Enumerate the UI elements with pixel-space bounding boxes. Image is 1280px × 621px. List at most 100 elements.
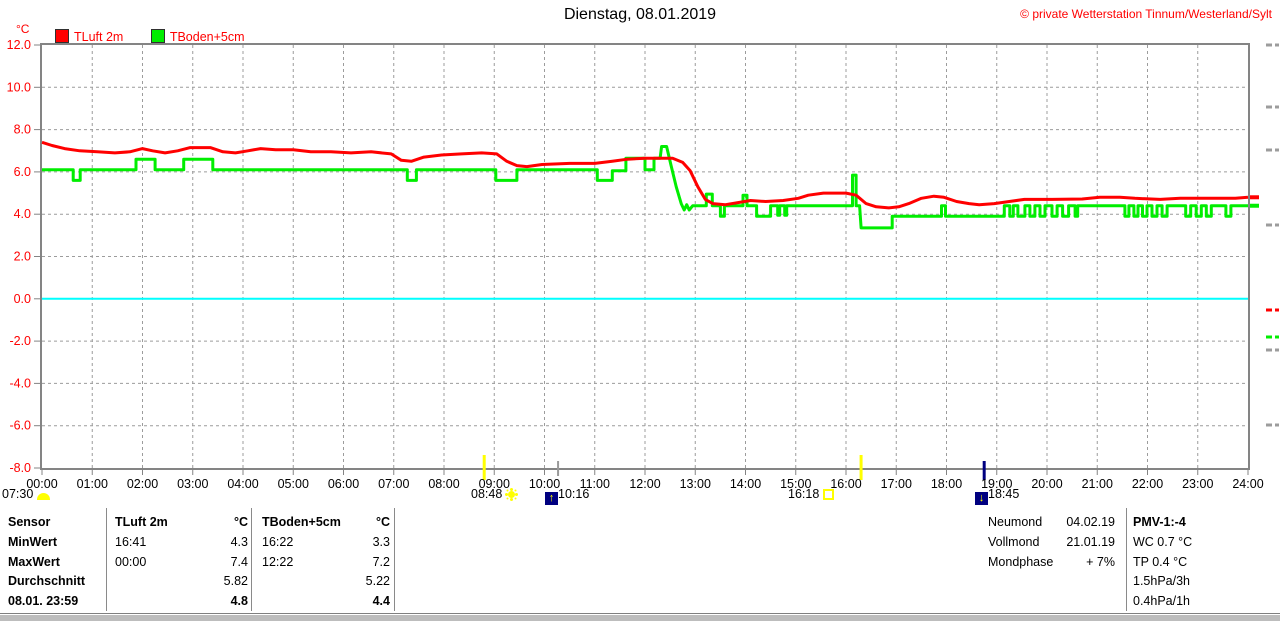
stats-row-label: Durchschnitt	[8, 574, 86, 588]
x-tick-label: 04:00	[227, 477, 258, 491]
mondphase-label: Mondphase	[988, 555, 1054, 569]
tboden-min-time: 16:22	[262, 535, 294, 549]
x-tick-label: 06:00	[328, 477, 359, 491]
y-tick-label: -8.0	[9, 461, 31, 475]
vollmond-label: Vollmond	[988, 535, 1040, 549]
dewpoint-value: TP 0.4 °C	[1133, 555, 1188, 569]
moonrise-time: 10:16	[558, 487, 590, 501]
vollmond-date: 21.01.19	[1066, 535, 1115, 549]
x-tick-label: 08:00	[428, 477, 459, 491]
pressure-trend-1h: 0.4hPa/1h	[1133, 594, 1190, 608]
moonset-icon: ↓	[975, 492, 988, 505]
tboden-legend-label: TBoden+5cm	[169, 30, 245, 44]
y-tick-label: 2.0	[14, 250, 31, 264]
moonrise-annotation: ↑ 10:16	[545, 487, 589, 505]
x-tick-label: 17:00	[881, 477, 912, 491]
x-tick-label: 00:00	[26, 477, 57, 491]
tboden-col-header: TBoden+5cm	[262, 515, 341, 529]
dawn-time: 07:30	[2, 487, 34, 501]
moonset-annotation: ↓ 18:45	[975, 487, 1019, 505]
tboden-max-value: 7.2	[372, 555, 390, 569]
stats-row-label: MaxWert	[8, 555, 60, 569]
x-tick-label: 15:00	[780, 477, 811, 491]
series-line-tboden+5cm	[42, 145, 1248, 230]
y-tick-label: 10.0	[7, 80, 31, 94]
temperature-chart: 12.0 10.0 8.0 6.0 4.0 2.0 0.0 -2.0 -4.0 -6.0 -8.0 0…	[7, 38, 1279, 491]
y-tick-label: 6.0	[14, 165, 31, 179]
x-tick-label: 09:00	[479, 477, 510, 491]
stats-row-label: MinWert	[8, 535, 58, 549]
dawn-annotation: 07:30	[2, 487, 51, 501]
x-tick-label: 24:00	[1232, 477, 1263, 491]
x-tick-label: 03:00	[177, 477, 208, 491]
tluft-max-value: 7.4	[230, 555, 248, 569]
divider	[1126, 508, 1127, 611]
windchill-value: WC 0.7 °C	[1133, 535, 1193, 549]
y-tick-label: -2.0	[9, 334, 31, 348]
sunset-time: 16:18	[788, 487, 820, 501]
dawn-icon	[37, 493, 51, 500]
moonrise-icon: ↑	[545, 492, 558, 505]
x-tick-label: 01:00	[77, 477, 108, 491]
sunset-annotation: 16:18	[788, 487, 835, 501]
x-tick-label: 05:00	[278, 477, 309, 491]
x-tick-label: 16:00	[830, 477, 861, 491]
legend: TLuft 2m TBoden+5cm	[55, 29, 269, 44]
tluft-max-time: 00:00	[115, 555, 147, 569]
x-tick-label: 20:00	[1031, 477, 1062, 491]
tboden-swatch-icon	[150, 29, 165, 43]
y-tick-label: 0.0	[14, 292, 31, 306]
sunrise-sun-icon	[505, 488, 518, 501]
mondphase-value: + 7%	[1086, 555, 1115, 569]
tluft-legend-label: TLuft 2m	[74, 30, 124, 44]
x-tick-label: 22:00	[1132, 477, 1163, 491]
series-line-tluft-2m	[41, 140, 1249, 210]
x-tick-label: 21:00	[1082, 477, 1113, 491]
tluft-avg-value: 5.82	[223, 574, 248, 588]
x-tick-label: 07:00	[378, 477, 409, 491]
x-tick-label: 14:00	[730, 477, 761, 491]
pressure-trend-3h: 1.5hPa/3h	[1133, 574, 1190, 588]
x-tick-label: 10:00	[529, 477, 560, 491]
tluft-col-header: TLuft 2m	[115, 515, 168, 529]
page-title: Dienstag, 08.01.2019	[563, 6, 717, 23]
x-tick-label: 23:00	[1182, 477, 1213, 491]
tboden-unit: °C	[375, 515, 390, 529]
sunrise-annotation: 08:48	[471, 487, 518, 501]
tluft-last-value: 4.8	[230, 594, 248, 608]
tluft-min-time: 16:41	[115, 535, 147, 549]
divider	[394, 508, 395, 611]
neumond-date: 04.02.19	[1066, 515, 1115, 529]
statistics-panel: Sensor MinWert MaxWert Durchschnitt 08.0…	[0, 505, 1280, 615]
y-tick-label: 12.0	[7, 38, 31, 52]
sunrise-time: 08:48	[471, 487, 503, 501]
divider	[251, 508, 252, 611]
moonset-time: 18:45	[988, 487, 1020, 501]
tluft-unit: °C	[233, 515, 248, 529]
y-axis-unit-label: °C	[16, 22, 30, 36]
tboden-last-value: 4.4	[372, 594, 390, 608]
stats-row-label: Sensor	[8, 515, 51, 529]
tboden-max-time: 12:22	[262, 555, 294, 569]
x-tick-label: 11:00	[580, 477, 610, 491]
y-tick-label: -6.0	[9, 419, 31, 433]
x-tick-label: 18:00	[931, 477, 962, 491]
tboden-min-value: 3.3	[372, 535, 390, 549]
legend-item-tboden: TBoden+5cm	[150, 29, 245, 44]
divider	[106, 508, 107, 611]
x-tick-label: 02:00	[127, 477, 158, 491]
sunset-icon	[823, 489, 835, 500]
stats-row-label: 08.01. 23:59	[8, 594, 79, 608]
window-bottom-border	[0, 613, 1280, 621]
y-tick-label: 8.0	[14, 123, 31, 137]
neumond-label: Neumond	[988, 515, 1043, 529]
y-tick-label: -4.0	[9, 376, 31, 390]
y-tick-label: 4.0	[14, 207, 31, 221]
station-credit: © private Wetterstation Tinnum/Westerlan…	[1020, 7, 1272, 21]
tboden-avg-value: 5.22	[365, 574, 390, 588]
tluft-swatch-icon	[55, 29, 69, 43]
legend-item-tluft: TLuft 2m	[55, 29, 123, 44]
x-tick-label: 19:00	[981, 477, 1012, 491]
tluft-min-value: 4.3	[230, 535, 248, 549]
